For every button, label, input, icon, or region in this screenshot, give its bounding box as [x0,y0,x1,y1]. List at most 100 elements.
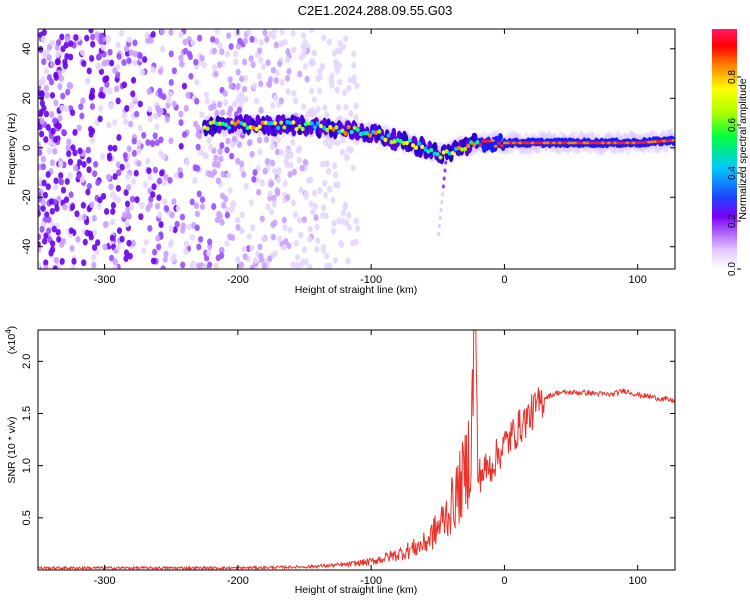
spectrogram-noise-cell [233,58,239,66]
spectrogram-noise-cell [222,90,228,97]
spectrogram-noise-cell [193,202,200,210]
ridge-core-cell [619,141,624,145]
spectrogram-noise-cell [284,56,291,64]
spectrogram-noise-cell [126,239,132,247]
spectrogram-noise-cell [60,238,67,245]
spectrogram-noise-cell [124,219,130,227]
spectrogram-noise-cell [272,168,278,175]
spectrogram-noise-cell [215,160,221,168]
spectrogram-noise-cell [90,33,96,41]
y-tick-label: 0 [21,145,33,151]
spectrogram-noise-cell [161,93,167,101]
spectrogram-noise-cell [277,235,283,243]
spectrogram-noise-cell [87,230,94,238]
spectrogram-noise-cell [125,206,131,214]
spectrogram-noise-cell [251,175,257,183]
spectrogram-noise-cell [298,186,304,194]
ridge-core-cell [352,125,357,131]
spectrogram-noise-cell [189,234,196,241]
spectrogram-noise-cell [339,136,346,144]
spectrogram-noise-cell [62,203,68,211]
ridge-cell [498,132,503,141]
spectrogram-noise-cell [207,261,213,269]
ridge-core-cell [312,124,317,130]
spectrogram-noise-cell [101,59,108,67]
spectrogram-noise-cell [351,50,357,58]
spectrogram-noise-cell [273,94,279,102]
spectrogram-noise-cell [55,228,61,236]
spectrogram-noise-cell [302,63,308,70]
spectrogram-noise-cell [109,59,115,67]
spectrogram-noise-cell [123,189,129,196]
ridge-core-cell [270,120,275,126]
spectrogram-noise-cell [78,103,84,111]
spectrogram-noise-cell [267,190,273,198]
spectrogram-noise-cell [152,248,158,256]
spectrogram-noise-cell [204,97,210,105]
spectrogram-noise-cell [108,183,114,191]
spectrogram-noise-cell [346,211,352,219]
ridge-core-cell [426,149,431,154]
spectrogram-noise-cell [271,29,278,34]
spectrogram-noise-cell [152,132,158,140]
spectrogram-noise-cell [39,99,45,107]
spectrogram-noise-cell [224,240,230,248]
ridge-core-cell [469,140,474,145]
spectrogram-noise-cell [191,260,197,268]
ridge-core-cell [460,147,465,152]
ridge-core-cell [343,131,348,136]
spectrogram-noise-cell [256,136,263,144]
spectrogram-noise-cell [305,110,311,118]
spectrogram-noise-cell [38,123,43,131]
spectrogram-noise-cell [175,204,181,212]
ridge-core-cell [205,126,210,131]
y-tick-label: 20 [21,92,33,104]
spectrogram-noise-cell [106,154,113,162]
spectrogram-noise-cell [300,258,306,265]
spectrogram-noise-cell [172,226,178,234]
spectrogram-noise-cell [194,78,200,86]
spectrogram-noise-cell [116,134,122,141]
ridge-core-cell [509,141,514,145]
spectrogram-noise-cell [179,60,185,68]
spectrogram-noise-cell [290,199,297,207]
spectrogram-noise-cell [219,109,226,117]
spectrogram-noise-cell [132,50,139,58]
ridge-core-cell [662,139,667,143]
spectrogram-noise-cell [327,262,333,269]
spectrogram-noise-cell [94,31,100,39]
spectrogram-noise-cell [242,253,248,261]
spectrogram-noise-cell [272,250,278,258]
spectrogram-noise-cell [126,145,132,153]
spectrogram-noise-cell [290,139,296,146]
spectrogram-noise-cell [77,158,83,166]
spectrogram-noise-cell [67,172,73,180]
ridge-core-cell [202,125,207,130]
ridge-core-cell [484,139,489,143]
spectrogram-noise-cell [314,223,320,231]
spectrogram-noise-cell [123,45,130,53]
spectrogram-noise-cell [214,37,220,45]
ridge-core-cell [220,121,225,127]
spectrogram-noise-cell [189,198,195,206]
spectrogram-noise-cell [215,177,222,185]
spectrogram-noise-cell [201,61,207,69]
spectrogram-noise-cell [81,60,87,67]
spectrogram-noise-cell [76,124,82,132]
spectrogram-noise-cell [38,210,41,217]
ridge-core-cell [558,141,563,145]
spectrogram-noise-cell [237,37,243,45]
spectrogram-noise-cell [70,264,76,269]
spectrogram-noise-cell [182,38,188,46]
spectrogram-noise-cell [324,111,330,118]
spectrogram-noise-cell [333,181,339,189]
spectrogram-noise-cell [89,136,96,144]
spectrogram-noise-cell [235,224,241,231]
spectrogram-noise-cell [150,191,156,198]
spectrogram-noise-cell [136,139,142,147]
spectrogram-noise-cell [207,243,213,250]
spectrogram-noise-cell [152,166,158,174]
spectrogram-noise-cell [183,105,189,112]
